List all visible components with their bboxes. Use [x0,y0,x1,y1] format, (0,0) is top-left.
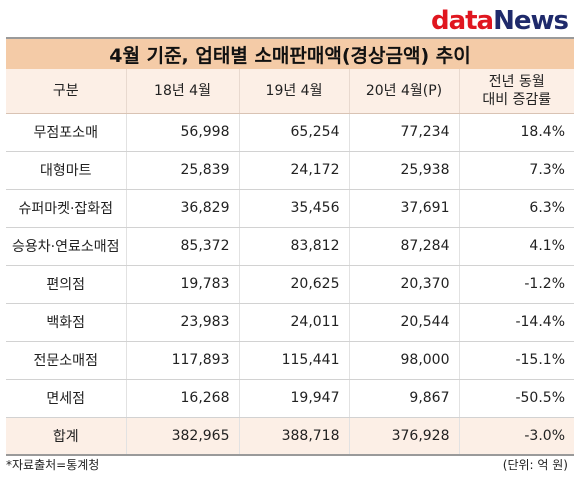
row-label: 슈퍼마켓·잡화점 [6,189,126,228]
cell-rate: -15.1% [458,341,574,380]
cell-value: 19,947 [238,379,349,418]
cell-value: 87,284 [348,227,459,266]
total-value: 376,928 [348,417,459,456]
cell-rate: 7.3% [458,151,574,190]
cell-value: 35,456 [238,189,349,228]
table-row: 전문소매점 117,893 115,441 98,000 -15.1% [6,341,574,380]
table-row: 대형마트 25,839 24,172 25,938 7.3% [6,151,574,190]
total-value: 388,718 [238,417,349,456]
cell-rate: -50.5% [458,379,574,418]
header-yoy-change: 전년 동월 대비 증감률 [458,69,574,114]
cell-rate: 4.1% [458,227,574,266]
cell-value: 19,783 [125,265,239,304]
row-label: 승용차·연료소매점 [6,227,126,266]
total-value: 382,965 [125,417,239,456]
cell-value: 20,625 [238,265,349,304]
cell-value: 25,938 [348,151,459,190]
table-row: 편의점 19,783 20,625 20,370 -1.2% [6,265,574,304]
header-row: 구분 18년 4월 19년 4월 20년 4월(P) 전년 동월 대비 증감률 [6,69,574,114]
table-row: 슈퍼마켓·잡화점 36,829 35,456 37,691 6.3% [6,189,574,228]
cell-value: 24,011 [238,303,349,342]
total-label: 합계 [6,417,126,456]
unit-note: (단위: 억 원) [502,458,568,472]
cell-rate: -1.2% [458,265,574,304]
cell-value: 20,544 [348,303,459,342]
header-category: 구분 [6,69,126,114]
cell-value: 20,370 [348,265,459,304]
total-row: 합계 382,965 388,718 376,928 -3.0% [6,417,574,456]
cell-value: 36,829 [125,189,239,228]
cell-value: 98,000 [348,341,459,380]
header-2020-apr: 20년 4월(P) [348,69,459,114]
row-label: 무점포소매 [6,113,126,152]
table-row: 승용차·연료소매점 85,372 83,812 87,284 4.1% [6,227,574,266]
logo-news-text: News [493,6,569,36]
row-label: 전문소매점 [6,341,126,380]
table-title: 4월 기준, 업태별 소매판매액(경상금액) 추이 [6,37,574,69]
cell-value: 65,254 [238,113,349,152]
cell-value: 85,372 [125,227,239,266]
cell-value: 77,234 [348,113,459,152]
cell-rate: 6.3% [458,189,574,228]
table-row: 면세점 16,268 19,947 9,867 -50.5% [6,379,574,418]
header-2019-apr: 19년 4월 [238,69,349,114]
cell-value: 23,983 [125,303,239,342]
cell-value: 37,691 [348,189,459,228]
cell-value: 56,998 [125,113,239,152]
cell-value: 9,867 [348,379,459,418]
cell-value: 115,441 [238,341,349,380]
cell-rate: -14.4% [458,303,574,342]
cell-value: 24,172 [238,151,349,190]
row-label: 대형마트 [6,151,126,190]
cell-value: 25,839 [125,151,239,190]
row-label: 면세점 [6,379,126,418]
row-label: 편의점 [6,265,126,304]
cell-value: 117,893 [125,341,239,380]
sales-table: 구분 18년 4월 19년 4월 20년 4월(P) 전년 동월 대비 증감률 … [6,69,574,456]
table-row: 무점포소매 56,998 65,254 77,234 18.4% [6,113,574,152]
datanews-logo: data News [431,6,569,36]
cell-value: 16,268 [125,379,239,418]
source-note: *자료출처=통계청 [6,458,100,472]
total-rate: -3.0% [458,417,574,456]
header-2018-apr: 18년 4월 [125,69,239,114]
row-label: 백화점 [6,303,126,342]
cell-value: 83,812 [238,227,349,266]
logo-data-text: data [430,6,494,36]
table-row: 백화점 23,983 24,011 20,544 -14.4% [6,303,574,342]
cell-rate: 18.4% [458,113,574,152]
